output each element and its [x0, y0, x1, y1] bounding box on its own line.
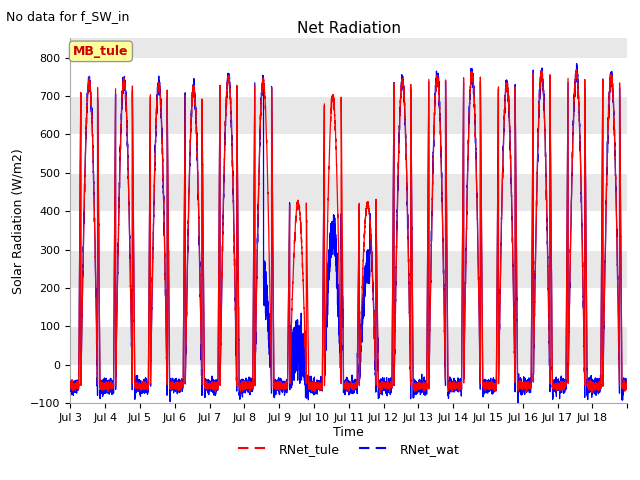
Legend: RNet_tule, RNet_wat: RNet_tule, RNet_wat — [233, 438, 465, 461]
Bar — [70, 134, 627, 173]
Bar — [70, 211, 627, 250]
Bar — [70, 365, 627, 403]
X-axis label: Time: Time — [333, 426, 364, 439]
Title: Net Radiation: Net Radiation — [297, 21, 401, 36]
Bar — [70, 58, 627, 96]
Bar — [70, 96, 627, 134]
Text: No data for f_SW_in: No data for f_SW_in — [6, 10, 130, 23]
Bar — [70, 173, 627, 211]
Bar — [70, 250, 627, 288]
Bar — [70, 326, 627, 365]
Text: MB_tule: MB_tule — [73, 45, 129, 58]
Bar — [70, 288, 627, 326]
Y-axis label: Solar Radiation (W/m2): Solar Radiation (W/m2) — [12, 148, 25, 294]
